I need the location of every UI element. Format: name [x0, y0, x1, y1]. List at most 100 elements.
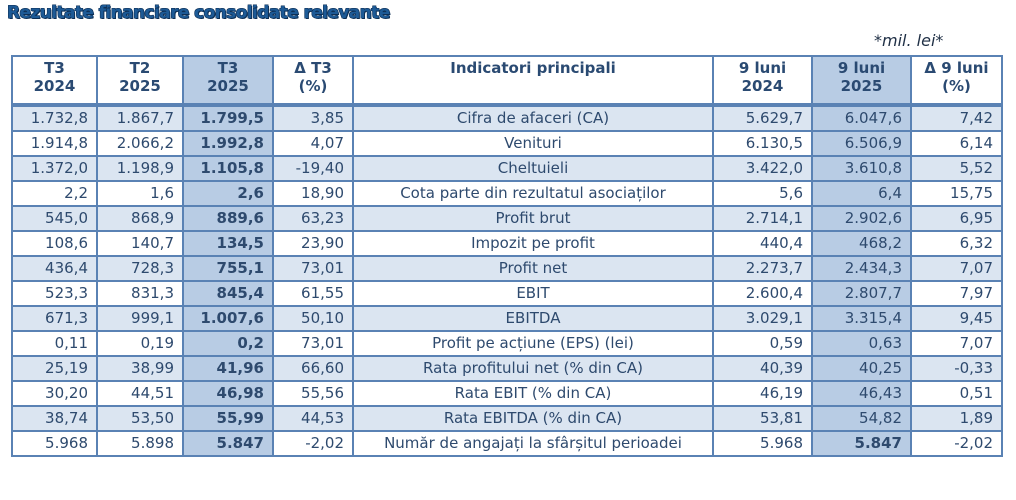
cell-9m-2025: 6.506,9	[811, 130, 912, 157]
cell-delta-t3: 44,53	[272, 405, 354, 432]
table-row: 1.732,8 1.867,7 1.799,5 3,85 Cifra de af…	[11, 104, 1003, 132]
cell-9m-2025: 468,2	[811, 230, 912, 257]
cell-t3-2024: 1.914,8	[11, 130, 98, 157]
cell-9m-2025: 6,4	[811, 180, 912, 207]
cell-indicator: Număr de angajați la sfârșitul perioadei	[352, 430, 714, 457]
cell-t3-2025: 755,1	[182, 255, 274, 282]
header-9m-2025: 9 luni 2025	[811, 55, 912, 107]
cell-t2-2025: 5.898	[96, 430, 184, 457]
cell-t2-2025: 140,7	[96, 230, 184, 257]
cell-9m-2025: 46,43	[811, 380, 912, 407]
cell-indicator: EBIT	[352, 280, 714, 307]
cell-t2-2025: 38,99	[96, 355, 184, 382]
cell-delta-t3: 66,60	[272, 355, 354, 382]
cell-t3-2024: 5.968	[11, 430, 98, 457]
table-row: 545,0 868,9 889,6 63,23 Profit brut 2.71…	[11, 205, 1003, 232]
cell-delta-t3: 23,90	[272, 230, 354, 257]
cell-t3-2025: 845,4	[182, 280, 274, 307]
table-row: 0,11 0,19 0,2 73,01 Profit pe acțiune (E…	[11, 330, 1003, 357]
cell-delta-9m: 6,14	[910, 130, 1003, 157]
cell-t3-2024: 1.372,0	[11, 155, 98, 182]
cell-indicator: Rata EBITDA (% din CA)	[352, 405, 714, 432]
unit-note: *mil. lei*	[874, 31, 944, 50]
cell-t3-2025: 1.007,6	[182, 305, 274, 332]
cell-delta-9m: 15,75	[910, 180, 1003, 207]
cell-9m-2024: 2.273,7	[712, 255, 813, 282]
cell-9m-2024: 3.029,1	[712, 305, 813, 332]
cell-delta-9m: 7,42	[910, 104, 1003, 132]
header-9m-2024: 9 luni 2024	[712, 55, 813, 107]
cell-t3-2024: 108,6	[11, 230, 98, 257]
cell-delta-9m: 1,89	[910, 405, 1003, 432]
cell-delta-t3: 3,85	[272, 104, 354, 132]
cell-indicator: Cheltuieli	[352, 155, 714, 182]
cell-delta-t3: 61,55	[272, 280, 354, 307]
cell-indicator: Rata EBIT (% din CA)	[352, 380, 714, 407]
cell-9m-2025: 0,63	[811, 330, 912, 357]
cell-t3-2024: 523,3	[11, 280, 98, 307]
table-row: 38,74 53,50 55,99 44,53 Rata EBITDA (% d…	[11, 405, 1003, 432]
table-header-row: T3 2024 T2 2025 T3 2025 Δ T3 (%) Indicatori …	[11, 55, 1003, 107]
page-title: Rezultate financiare consolidate relevan…	[7, 3, 390, 23]
header-delta-t3: Δ T3 (%)	[272, 55, 354, 107]
table-row: 2,2 1,6 2,6 18,90 Cota parte din rezulta…	[11, 180, 1003, 207]
cell-9m-2025: 3.610,8	[811, 155, 912, 182]
cell-t3-2025: 46,98	[182, 380, 274, 407]
cell-t3-2025: 5.847	[182, 430, 274, 457]
cell-indicator: Profit net	[352, 255, 714, 282]
header-t3-2025: T3 2025	[182, 55, 274, 107]
cell-t3-2025: 1.992,8	[182, 130, 274, 157]
table-row: 1.372,0 1.198,9 1.105,8 -19,40 Cheltuiel…	[11, 155, 1003, 182]
cell-9m-2024: 46,19	[712, 380, 813, 407]
table-row: 30,20 44,51 46,98 55,56 Rata EBIT (% din…	[11, 380, 1003, 407]
cell-delta-9m: 6,32	[910, 230, 1003, 257]
cell-t2-2025: 728,3	[96, 255, 184, 282]
cell-9m-2024: 5.968	[712, 430, 813, 457]
table-row: 25,19 38,99 41,96 66,60 Rata profitului …	[11, 355, 1003, 382]
cell-indicator: Venituri	[352, 130, 714, 157]
cell-delta-9m: 7,07	[910, 330, 1003, 357]
cell-9m-2024: 53,81	[712, 405, 813, 432]
cell-9m-2024: 0,59	[712, 330, 813, 357]
cell-t3-2025: 889,6	[182, 205, 274, 232]
cell-9m-2024: 5,6	[712, 180, 813, 207]
cell-9m-2024: 6.130,5	[712, 130, 813, 157]
cell-indicator: Impozit pe profit	[352, 230, 714, 257]
cell-t3-2024: 436,4	[11, 255, 98, 282]
cell-delta-t3: 50,10	[272, 305, 354, 332]
cell-delta-9m: 0,51	[910, 380, 1003, 407]
cell-delta-t3: -19,40	[272, 155, 354, 182]
cell-indicator: Cifra de afaceri (CA)	[352, 104, 714, 132]
cell-t3-2025: 1.105,8	[182, 155, 274, 182]
table-row: 523,3 831,3 845,4 61,55 EBIT 2.600,4 2.8…	[11, 280, 1003, 307]
cell-t3-2024: 30,20	[11, 380, 98, 407]
cell-t2-2025: 1.867,7	[96, 104, 184, 132]
cell-9m-2025: 3.315,4	[811, 305, 912, 332]
cell-t3-2025: 2,6	[182, 180, 274, 207]
cell-9m-2024: 440,4	[712, 230, 813, 257]
table-row: 5.968 5.898 5.847 -2,02 Număr de angajaț…	[11, 430, 1003, 457]
cell-9m-2024: 2.600,4	[712, 280, 813, 307]
cell-delta-9m: -2,02	[910, 430, 1003, 457]
cell-t2-2025: 999,1	[96, 305, 184, 332]
cell-t3-2024: 38,74	[11, 405, 98, 432]
cell-t3-2024: 2,2	[11, 180, 98, 207]
cell-indicator: Rata profitului net (% din CA)	[352, 355, 714, 382]
table-row: 1.914,8 2.066,2 1.992,8 4,07 Venituri 6.…	[11, 130, 1003, 157]
cell-9m-2025: 54,82	[811, 405, 912, 432]
cell-t2-2025: 868,9	[96, 205, 184, 232]
cell-delta-t3: -2,02	[272, 430, 354, 457]
table-row: 108,6 140,7 134,5 23,90 Impozit pe profi…	[11, 230, 1003, 257]
financial-results-table: T3 2024 T2 2025 T3 2025 Δ T3 (%) Indicatori …	[11, 55, 1003, 457]
cell-t2-2025: 0,19	[96, 330, 184, 357]
cell-delta-t3: 63,23	[272, 205, 354, 232]
cell-9m-2024: 5.629,7	[712, 104, 813, 132]
header-indicators: Indicatori principali	[352, 55, 714, 107]
cell-t3-2024: 671,3	[11, 305, 98, 332]
cell-t3-2025: 41,96	[182, 355, 274, 382]
cell-t3-2025: 55,99	[182, 405, 274, 432]
cell-9m-2025: 2.807,7	[811, 280, 912, 307]
cell-indicator: EBITDA	[352, 305, 714, 332]
cell-delta-t3: 4,07	[272, 130, 354, 157]
header-t2-2025: T2 2025	[96, 55, 184, 107]
